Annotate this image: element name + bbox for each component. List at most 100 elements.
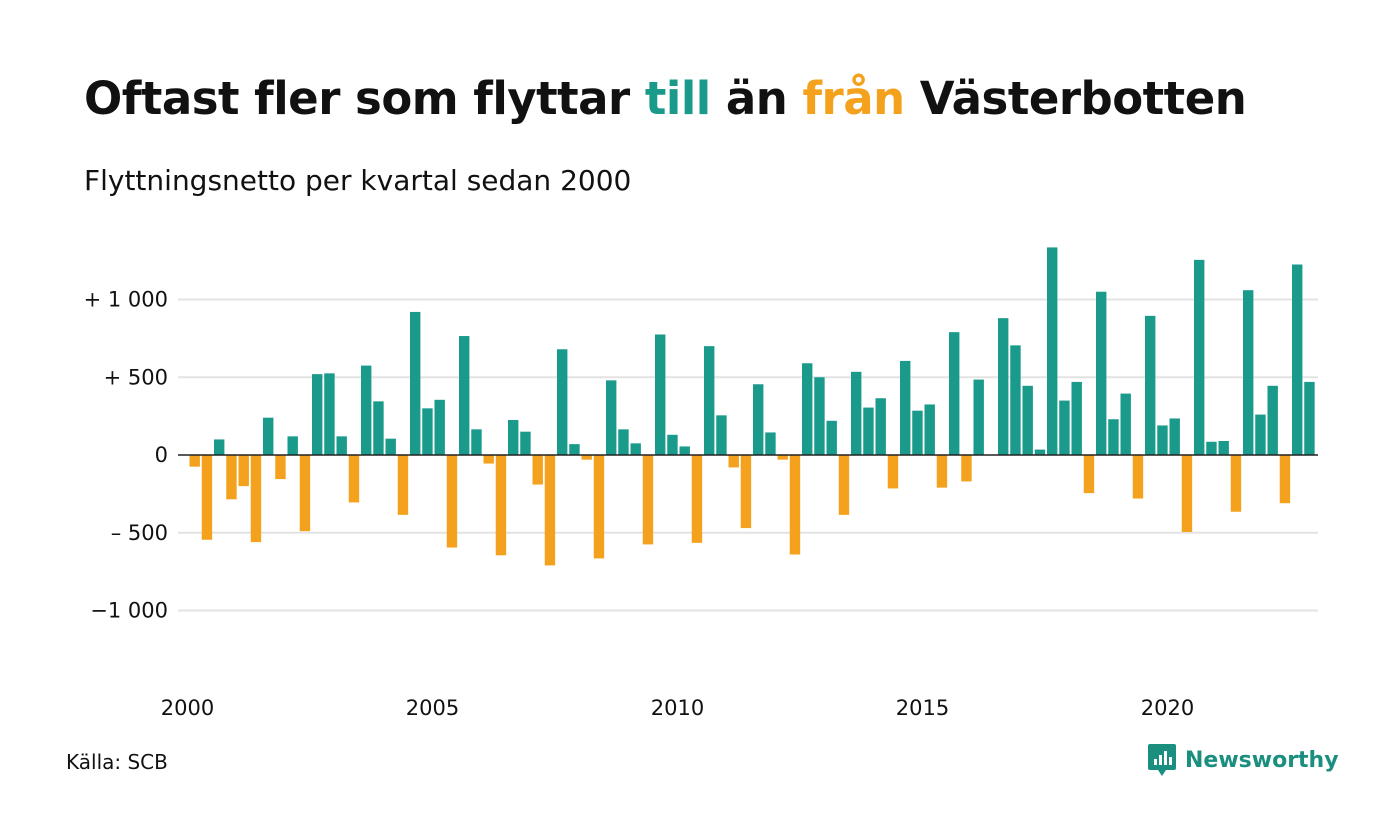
bar — [410, 311, 421, 455]
bar — [802, 363, 813, 455]
bar — [471, 429, 482, 455]
bar — [1096, 291, 1107, 456]
bar — [740, 455, 752, 529]
bar — [557, 349, 568, 455]
bar — [814, 377, 825, 455]
bar — [508, 420, 519, 455]
bar — [900, 360, 911, 455]
bar — [924, 404, 935, 455]
bar — [765, 432, 776, 455]
bar — [336, 436, 347, 455]
bar — [1279, 455, 1291, 504]
bar — [863, 407, 874, 455]
bar — [299, 455, 311, 532]
x-tick-label: 2005 — [406, 696, 459, 720]
bar — [998, 318, 1009, 455]
bar — [250, 455, 262, 543]
bar — [1047, 247, 1058, 455]
x-tick-label: 2000 — [161, 696, 214, 720]
bar — [1267, 385, 1278, 455]
bar — [483, 455, 494, 464]
bar — [1243, 290, 1254, 455]
bar — [1083, 455, 1095, 494]
title-till-word: till — [644, 72, 711, 125]
bar — [936, 455, 948, 488]
gridlines — [178, 298, 1318, 612]
bar — [495, 455, 507, 556]
bar — [667, 434, 678, 455]
bar — [826, 420, 837, 455]
bar — [642, 455, 654, 545]
bar — [679, 446, 690, 455]
bar — [348, 455, 360, 503]
bar — [422, 408, 433, 455]
bar — [581, 455, 592, 460]
bar — [520, 431, 531, 455]
bar — [361, 365, 372, 455]
bar — [238, 455, 249, 487]
bar — [875, 398, 886, 455]
bar — [544, 455, 556, 566]
bars — [189, 247, 1315, 566]
bar — [532, 455, 543, 485]
bar — [838, 455, 850, 515]
bar — [1292, 264, 1303, 455]
bar — [851, 371, 862, 455]
newsworthy-logo[interactable]: Newsworthy — [1147, 742, 1339, 778]
bar — [263, 417, 274, 455]
bar — [569, 444, 580, 455]
bar — [287, 436, 298, 455]
bar-chart: + 1 000 + 500 0 – 500 −1 000 2000 2005 2010 2015… — [84, 247, 1318, 720]
bar — [324, 373, 335, 455]
title-part-2: än — [710, 72, 803, 125]
title-part-1: Oftast fler som flyttar — [84, 72, 645, 125]
bar — [704, 346, 715, 455]
bar — [618, 429, 629, 455]
bar — [1120, 393, 1131, 455]
bar — [373, 401, 384, 455]
bar — [728, 455, 739, 468]
bar — [1071, 381, 1082, 455]
bar — [1169, 418, 1180, 455]
bar — [1218, 441, 1229, 455]
bar — [887, 455, 899, 489]
bar — [1022, 385, 1033, 455]
bar — [630, 443, 641, 455]
bar — [753, 384, 764, 455]
bar — [691, 455, 703, 543]
bar — [606, 380, 617, 455]
bar — [275, 455, 286, 480]
bar — [1181, 455, 1193, 532]
bar — [385, 438, 396, 455]
source-note: Källa: SCB — [66, 750, 168, 774]
bar — [973, 379, 984, 455]
bar — [189, 455, 200, 467]
y-tick-label: – 500 — [111, 521, 168, 545]
bar — [459, 336, 470, 455]
bar — [949, 332, 960, 455]
bar — [1206, 441, 1217, 455]
bar — [1132, 455, 1144, 499]
bar — [593, 455, 605, 559]
newsworthy-icon — [1148, 744, 1176, 776]
brand-name: Newsworthy — [1185, 747, 1339, 773]
bar — [1145, 315, 1156, 455]
title-fran-word: från — [802, 72, 905, 125]
bar — [397, 455, 409, 515]
title-part-3: Västerbotten — [904, 72, 1247, 125]
bar — [434, 399, 445, 455]
bar — [312, 374, 323, 455]
y-tick-label: + 1 000 — [84, 288, 168, 312]
bar — [446, 455, 458, 548]
chart-subtitle: Flyttningsnetto per kvartal sedan 2000 — [84, 164, 632, 197]
chart-title: Oftast fler som flyttar till än från Väs… — [84, 72, 1247, 125]
bar — [1059, 400, 1070, 455]
bar — [1230, 455, 1242, 512]
bar — [1108, 419, 1119, 456]
bar — [1194, 259, 1205, 455]
y-tick-label: 0 — [155, 443, 168, 467]
bar — [1010, 345, 1021, 455]
bar — [655, 334, 666, 455]
bar — [912, 410, 923, 455]
bar — [961, 455, 972, 482]
